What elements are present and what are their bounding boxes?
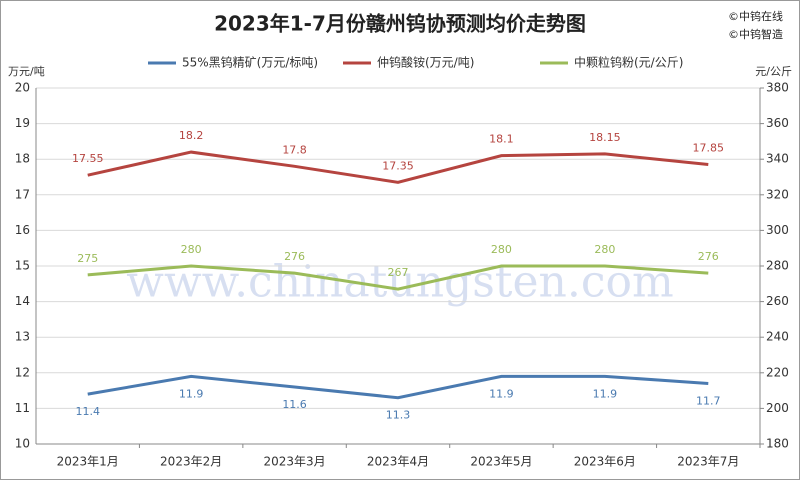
y2-tick-label: 380: [766, 81, 789, 95]
legend-label: 中颗粒钨粉(元/公斤): [574, 55, 683, 70]
data-label: 17.55: [72, 152, 104, 165]
chart-title: 2023年1-7月份赣州钨协预测均价走势图: [214, 12, 586, 36]
x-tick-label: 2023年5月: [470, 455, 532, 469]
data-label: 17.35: [382, 159, 414, 172]
data-label: 275: [77, 252, 98, 265]
watermark: www.chinatungsten.com: [126, 257, 673, 308]
legend-label: 仲钨酸铵(万元/吨): [377, 55, 474, 70]
data-label: 267: [388, 266, 409, 279]
y2-axis-label: 元/公斤: [755, 65, 792, 78]
y2-tick-label: 320: [766, 187, 789, 201]
y2-tick-label: 360: [766, 116, 789, 130]
y-tick-label: 17: [15, 187, 30, 201]
data-label: 11.9: [489, 387, 514, 400]
y2-tick-label: 340: [766, 152, 789, 166]
y-tick-label: 11: [15, 401, 30, 415]
data-label: 280: [491, 243, 512, 256]
x-tick-label: 2023年6月: [574, 455, 636, 469]
x-tick-label: 2023年2月: [160, 455, 222, 469]
data-label: 11.4: [75, 405, 100, 418]
y2-tick-label: 180: [766, 437, 789, 451]
data-label: 18.2: [179, 129, 204, 142]
data-label: 11.9: [179, 387, 204, 400]
credit: ©中钨智造: [728, 27, 783, 41]
data-label: 276: [284, 250, 305, 263]
y2-tick-label: 260: [766, 294, 789, 308]
data-label: 280: [594, 243, 615, 256]
y2-tick-label: 280: [766, 259, 789, 273]
data-label: 18.15: [589, 131, 621, 144]
data-label: 18.1: [489, 133, 514, 146]
credit: ©中钨在线: [728, 9, 783, 23]
y2-tick-label: 300: [766, 223, 789, 237]
data-label: 11.3: [386, 409, 411, 422]
data-label: 276: [698, 250, 719, 263]
data-label: 11.6: [282, 398, 307, 411]
x-tick-label: 2023年4月: [367, 455, 429, 469]
series-line: [87, 264, 709, 291]
y-tick-label: 18: [15, 152, 30, 166]
y-tick-label: 16: [15, 223, 30, 237]
y-tick-label: 10: [15, 437, 30, 451]
y-tick-label: 15: [15, 259, 30, 273]
y2-tick-label: 200: [766, 401, 789, 415]
x-tick-label: 2023年3月: [263, 455, 325, 469]
y-axis-label: 万元/吨: [8, 65, 45, 78]
legend-label: 55%黑钨精矿(万元/标吨): [182, 55, 318, 70]
series-line: [87, 374, 709, 400]
y-tick-label: 14: [15, 294, 30, 308]
y-tick-label: 13: [15, 330, 30, 344]
data-label: 11.9: [593, 387, 618, 400]
data-label: 11.7: [696, 394, 721, 407]
data-label: 280: [181, 243, 202, 256]
y-tick-label: 19: [15, 116, 30, 130]
x-tick-label: 2023年7月: [677, 455, 739, 469]
data-label: 17.8: [282, 143, 307, 156]
y2-tick-label: 220: [766, 365, 789, 379]
y-tick-label: 12: [15, 365, 30, 379]
data-label: 17.85: [693, 142, 725, 155]
y-tick-label: 20: [15, 81, 30, 95]
series-line: [87, 150, 709, 184]
x-tick-label: 2023年1月: [57, 455, 119, 469]
y2-tick-label: 240: [766, 330, 789, 344]
